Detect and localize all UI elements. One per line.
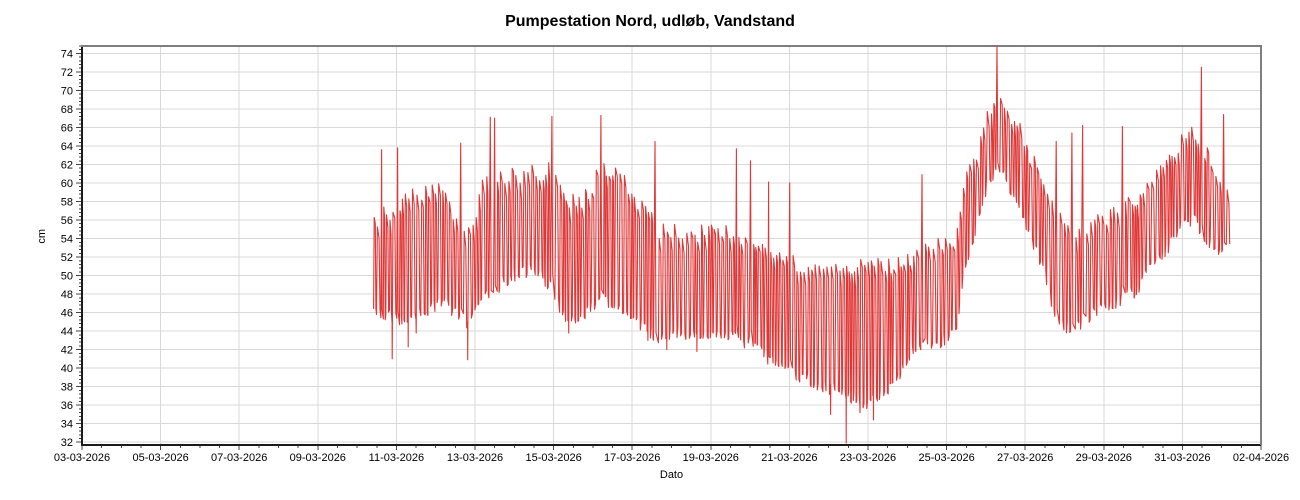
y-tick-label: 42 xyxy=(61,345,73,357)
y-tick-label: 36 xyxy=(61,400,73,412)
x-tick-label: 09-03-2026 xyxy=(290,452,346,464)
y-tick-label: 74 xyxy=(61,48,73,60)
y-tick-label: 48 xyxy=(61,289,73,301)
x-tick-label: 19-03-2026 xyxy=(683,452,739,464)
y-tick-label: 56 xyxy=(61,215,73,227)
y-tick-label: 50 xyxy=(61,271,73,283)
y-tick-label: 68 xyxy=(61,104,73,116)
x-tick-label: 05-03-2026 xyxy=(132,452,188,464)
y-tick-label: 32 xyxy=(61,437,73,449)
water-level-line xyxy=(373,45,1231,444)
x-tick-label: 27-03-2026 xyxy=(997,452,1053,464)
x-tick-label: 03-03-2026 xyxy=(54,452,110,464)
x-axis-label: Dato xyxy=(659,469,684,481)
x-tick-label: 29-03-2026 xyxy=(1076,452,1132,464)
y-tick-label: 40 xyxy=(61,363,73,375)
y-tick-label: 66 xyxy=(61,123,73,135)
chart-title: Pumpestation Nord, udløb, Vandstand xyxy=(505,13,795,30)
y-tick-label: 60 xyxy=(61,178,73,190)
y-tick-label: 44 xyxy=(61,326,73,338)
x-tick-label: 02-04-2026 xyxy=(1233,452,1289,464)
y-tick-label: 52 xyxy=(61,252,73,264)
y-tick-label: 46 xyxy=(61,308,73,320)
x-tick-label: 25-03-2026 xyxy=(918,452,974,464)
x-tick-label: 07-03-2026 xyxy=(211,452,267,464)
plot-frame-dark xyxy=(80,45,1261,447)
y-tick-label: 72 xyxy=(61,67,73,79)
x-tick-label: 17-03-2026 xyxy=(604,452,660,464)
y-tick-label: 64 xyxy=(61,141,73,153)
y-tick-label: 34 xyxy=(61,419,73,431)
plot-frame-light xyxy=(81,44,1263,445)
x-tick-label: 11-03-2026 xyxy=(369,452,424,464)
x-tick-label: 21-03-2026 xyxy=(761,452,817,464)
x-tick-label: 13-03-2026 xyxy=(447,452,503,464)
y-tick-label: 62 xyxy=(61,160,73,172)
x-tick-label: 31-03-2026 xyxy=(1154,452,1210,464)
y-tick-label: 38 xyxy=(61,382,73,394)
x-tick-label: 15-03-2026 xyxy=(525,452,581,464)
y-tick-label: 70 xyxy=(61,85,73,97)
y-tick-label: 58 xyxy=(61,197,73,209)
y-tick-label: 54 xyxy=(61,234,73,246)
x-tick-label: 23-03-2026 xyxy=(840,452,896,464)
